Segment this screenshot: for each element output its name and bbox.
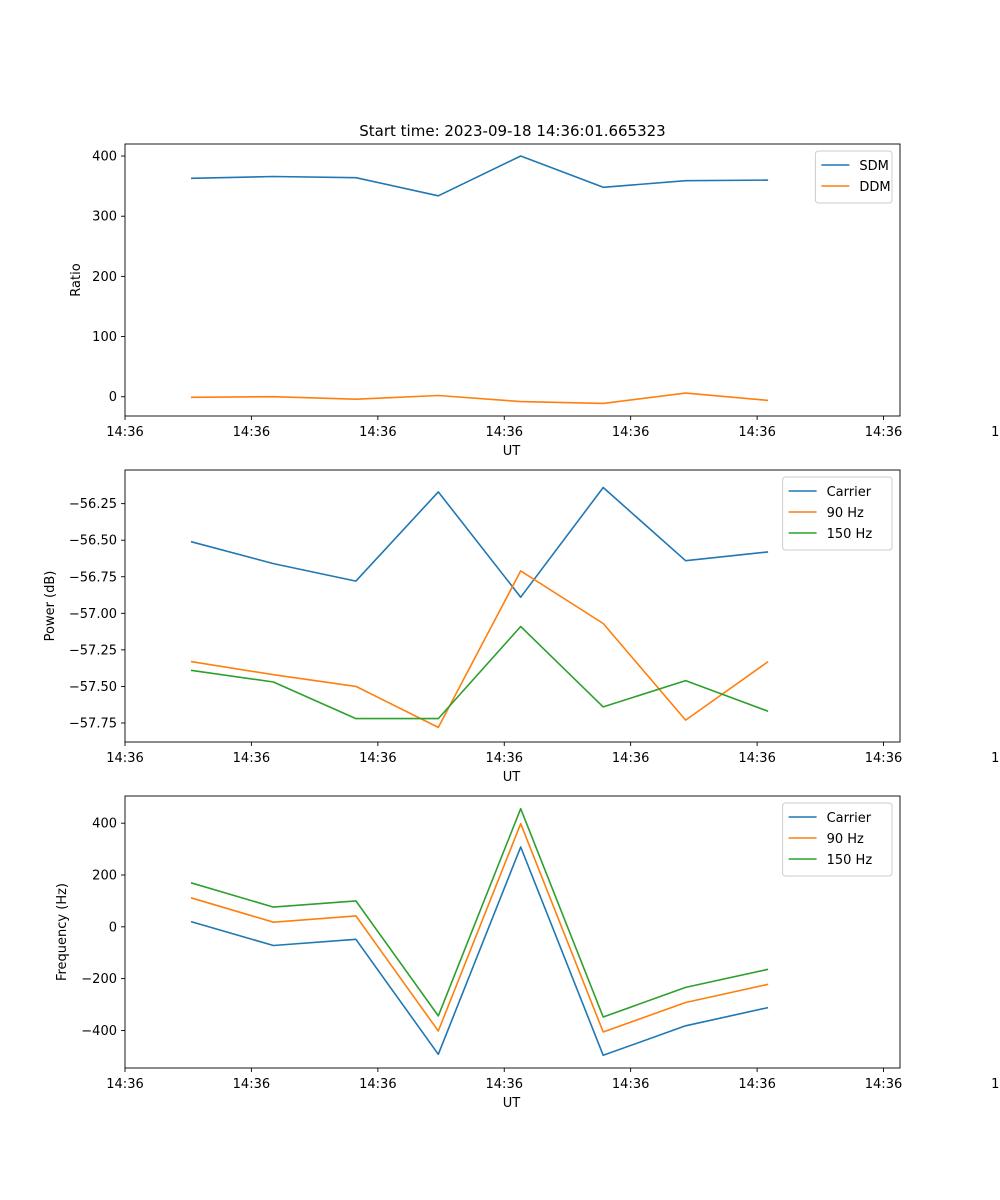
chart-1: 14:36 14:36 14:36 14:36 14:36 14:36 14:36 14:37… [69,143,1000,459]
y-tick-label: −57.25 [69,643,117,658]
x-tick-label: 14:36 [233,751,270,766]
y-tick-label: −56.50 [69,534,117,549]
series-line-150-hz [190,807,769,1018]
figure-title: Start time: 2023-09-18 14:36:01.665323 [359,122,665,140]
x-tick-label: 14:36 [359,751,396,766]
x-tick-label: 14:36 [106,425,143,440]
series-line-150-hz [190,625,769,720]
y-tick-label: 100 [92,330,117,345]
legend: SDM DDM [814,150,893,204]
y-tick-label: −56.75 [69,570,117,585]
x-tick-label: 14:36 [486,425,523,440]
x-tick-label: 14:36 [359,425,396,440]
y-axis-label: Power (dB) [43,571,58,642]
y-tick-label: −57.75 [69,716,117,731]
y-tick-label: −200 [81,972,117,987]
series-line-90-hz [190,822,769,1033]
x-tick-label: 14:36 [233,425,270,440]
x-tick-label: 14:36 [233,1077,270,1092]
x-tick-label: 14:36 [865,751,902,766]
chart-3: 14:36 14:36 14:36 14:36 14:36 14:36 14:36 14:37… [55,795,1000,1111]
x-tick-label: 14:37 [991,751,1000,766]
legend-label: 90 Hz [827,506,864,521]
x-tick-label: 14:36 [359,1077,396,1092]
series-line-ddm [190,392,769,405]
x-tick-label: 14:36 [865,1077,902,1092]
y-axis-label: Ratio [69,263,84,296]
plot-frame [124,143,901,417]
x-tick-label: 14:37 [991,425,1000,440]
legend-box [814,150,893,204]
legend-label: 90 Hz [827,832,864,847]
y-tick-label: 200 [92,869,117,884]
x-tick-label: 14:36 [738,1077,775,1092]
x-tick-label: 14:36 [486,751,523,766]
x-axis-label: UT [503,1096,521,1111]
series-line-carrier [190,846,769,1057]
x-tick-label: 14:36 [738,751,775,766]
plot-frame [124,795,901,1069]
legend-box [782,802,893,877]
chart-2: 14:36 14:36 14:36 14:36 14:36 14:36 14:36 14:37… [43,469,1000,785]
y-tick-label: 0 [109,920,117,935]
x-tick-label: 14:36 [612,425,649,440]
y-tick-label: 0 [109,390,117,405]
y-tick-label: 400 [92,817,117,832]
y-tick-label: 400 [92,150,117,165]
series-line-sdm [190,155,769,197]
legend-label: SDM [859,159,888,174]
legend-label: Carrier [827,485,872,500]
x-axis-label: UT [503,444,521,459]
plots-container: 14:36 14:36 14:36 14:36 14:36 14:36 14:36 14:37… [43,143,1000,1111]
x-tick-label: 14:36 [106,1077,143,1092]
legend-label: 150 Hz [827,527,873,542]
y-axis-label: Frequency (Hz) [55,883,70,981]
x-axis-label: UT [503,770,521,785]
x-tick-label: 14:36 [612,1077,649,1092]
y-tick-label: −57.50 [69,680,117,695]
x-tick-label: 14:36 [486,1077,523,1092]
legend-label: DDM [859,180,890,195]
legend-label: 150 Hz [827,853,873,868]
x-tick-label: 14:37 [991,1077,1000,1092]
legend: Carrier 90 Hz 150 Hz [782,802,893,877]
x-tick-label: 14:36 [106,751,143,766]
x-tick-label: 14:36 [738,425,775,440]
legend-box [782,476,893,551]
y-tick-label: −400 [81,1024,117,1039]
y-tick-label: −57.00 [69,607,117,622]
x-tick-label: 14:36 [865,425,902,440]
x-tick-label: 14:36 [612,751,649,766]
y-tick-label: −56.25 [69,497,117,512]
legend: Carrier 90 Hz 150 Hz [782,476,893,551]
y-tick-label: 300 [92,210,117,225]
y-tick-label: 200 [92,270,117,285]
plot-frame [124,469,901,743]
series-line-90-hz [190,570,769,729]
series-line-carrier [190,486,769,599]
legend-label: Carrier [827,811,872,826]
